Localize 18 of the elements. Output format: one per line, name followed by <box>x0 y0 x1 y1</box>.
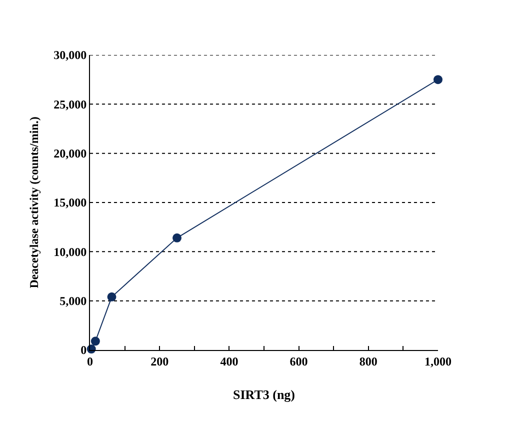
y-tick-label: 10,000 <box>54 244 87 259</box>
x-axis-title: SIRT3 (ng) <box>232 387 296 402</box>
y-tick-label: 25,000 <box>54 97 87 112</box>
y-tick-label: 0 <box>80 343 87 358</box>
point <box>434 75 442 84</box>
y-tick-label: 20,000 <box>54 146 87 161</box>
y-axis-title: Deacetylase activity (counts/min.) <box>26 116 41 288</box>
y-tick-label: 30,000 <box>54 48 87 62</box>
point <box>172 233 182 242</box>
x-tick-label: 800 <box>359 354 378 368</box>
x-tick-label: 200 <box>150 354 169 368</box>
y-tick-label: 5,000 <box>60 294 87 308</box>
point <box>90 336 100 346</box>
point <box>107 292 116 302</box>
y-tick-label: 15,000 <box>54 196 87 210</box>
x-tick-label: 400 <box>220 354 238 368</box>
x-tick-label: 1,000 <box>424 354 452 368</box>
x-tick-label: 600 <box>290 354 308 368</box>
